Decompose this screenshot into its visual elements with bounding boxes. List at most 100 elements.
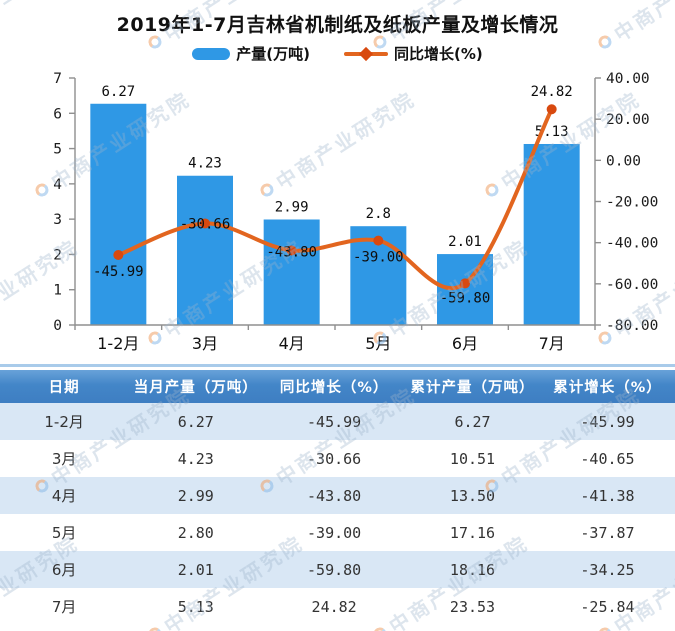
data-table-section: 日期 当月产量（万吨） 同比增长（%） 累计产量（万吨） 累计增长（%） 1-2月 6.2…: [0, 364, 675, 625]
left-axis-label: 6: [53, 106, 62, 122]
value-cell: -37.87: [580, 523, 635, 542]
date-cell: 1-2月: [44, 413, 84, 431]
value-cell: 18.16: [449, 560, 496, 579]
value-cell: 6.27: [454, 412, 491, 431]
right-axis-label: -60.00: [606, 277, 658, 293]
x-category-label: 5月: [365, 334, 391, 353]
value-cell: 17.16: [449, 523, 496, 542]
table-header-row: 日期 当月产量（万吨） 同比增长（%） 累计产量（万吨） 累计增长（%）: [0, 370, 675, 403]
column-header: 累计增长（%）: [540, 370, 675, 403]
bar-series-swatch: [192, 47, 231, 60]
table-top-divider: [0, 364, 675, 367]
line-value-label: -30.66: [180, 216, 231, 232]
table-row: 3月 4.23 -30.66 10.51 -40.65: [0, 440, 675, 477]
value-cell: 13.50: [449, 486, 496, 505]
watermark-logo-icon: [597, 626, 613, 631]
watermark-logo-icon: [147, 626, 163, 631]
left-axis-label: 0: [53, 318, 62, 334]
value-cell: 24.82: [311, 597, 357, 616]
right-axis-label: 40.00: [606, 71, 650, 87]
bar-value-label: 2.99: [275, 199, 309, 215]
line-marker: [460, 278, 470, 289]
value-cell: -39.00: [307, 523, 362, 542]
line-marker: [113, 249, 124, 260]
line-series-swatch: [343, 46, 388, 61]
x-category-label: 1-2月: [97, 334, 139, 353]
value-cell: -25.84: [580, 597, 635, 616]
right-axis-label: 20.00: [606, 112, 650, 128]
value-cell: -45.99: [580, 412, 635, 431]
left-axis-label: 2: [53, 247, 62, 263]
value-cell: 2.99: [177, 486, 214, 505]
date-cell: 4月: [51, 487, 77, 505]
table-row: 6月 2.01 -59.80 18.16 -34.25: [0, 551, 675, 588]
bar: [177, 175, 233, 325]
left-axis-label: 4: [53, 177, 62, 193]
value-cell: 23.53: [449, 597, 496, 616]
chart-title: 2019年1-7月吉林省机制纸及纸板产量及增长情况: [116, 14, 559, 36]
value-cell: -59.80: [307, 560, 362, 579]
axis-frame: [74, 78, 596, 326]
x-category-label: 7月: [539, 334, 565, 353]
bar: [523, 143, 580, 325]
watermark-logo-icon: [372, 626, 388, 631]
line-marker: [286, 245, 297, 256]
line-value-label: -45.99: [93, 264, 144, 280]
value-cell: 2.80: [177, 523, 214, 542]
table-row: 4月 2.99 -43.80 13.50 -41.38: [0, 477, 675, 514]
bar-value-label: 2.8: [366, 206, 391, 222]
bar-value-label: 2.01: [448, 234, 482, 250]
value-cell: -30.66: [307, 449, 362, 468]
line-value-label: -43.80: [266, 244, 317, 260]
value-cell: -41.38: [580, 486, 635, 505]
column-header: 日期: [0, 370, 129, 403]
x-category-label: 6月: [452, 334, 478, 353]
date-cell: 6月: [51, 561, 77, 579]
value-cell: -45.99: [307, 412, 362, 431]
left-axis-label: 1: [53, 283, 62, 299]
value-cell: 5.13: [177, 597, 214, 616]
table-row: 1-2月 6.27 -45.99 6.27 -45.99: [0, 403, 675, 440]
value-cell: 10.51: [449, 449, 496, 468]
legend-label-growth: 同比增长(%): [393, 45, 483, 63]
column-header: 当月产量（万吨）: [128, 370, 264, 403]
line-marker: [373, 235, 384, 246]
value-cell: 6.27: [177, 412, 214, 431]
chart-legend: 产量(万吨) 同比增长(%): [0, 43, 675, 64]
value-cell: 2.01: [177, 560, 214, 579]
column-header: 同比增长（%）: [263, 370, 405, 403]
right-axis-label: 0.00: [606, 153, 641, 169]
left-axis-label: 3: [53, 212, 62, 228]
value-cell: 4.23: [177, 449, 214, 468]
chart-section: 2019年1-7月吉林省机制纸及纸板产量及增长情况 产量(万吨) 同比增长(%)…: [0, 14, 675, 353]
date-cell: 7月: [51, 598, 77, 616]
line-value-label: -59.80: [440, 290, 491, 306]
column-header: 累计产量（万吨）: [405, 370, 540, 403]
x-category-label: 3月: [192, 334, 218, 353]
value-cell: -40.65: [580, 449, 635, 468]
value-cell: -34.25: [580, 560, 635, 579]
right-axis-label: -40.00: [606, 236, 658, 252]
date-cell: 3月: [51, 450, 77, 468]
bar-value-label: 6.27: [101, 84, 135, 100]
bar: [90, 103, 147, 325]
left-axis-label: 5: [53, 142, 62, 158]
diamond-marker-icon: [358, 46, 374, 61]
line-value-label: -39.00: [353, 250, 404, 266]
right-axis-label: -80.00: [606, 318, 658, 334]
date-cell: 5月: [51, 524, 77, 542]
line-value-label: 24.82: [531, 84, 573, 100]
line-marker: [546, 104, 557, 115]
table-row: 7月 5.13 24.82 23.53 -25.84: [0, 588, 675, 625]
data-table: 日期 当月产量（万吨） 同比增长（%） 累计产量（万吨） 累计增长（%） 1-2月 6.2…: [0, 370, 675, 625]
right-axis-label: -20.00: [606, 195, 658, 211]
bar-value-label: 4.23: [188, 156, 222, 172]
legend-item-growth: 同比增长(%): [343, 43, 483, 64]
table-row: 5月 2.80 -39.00 17.16 -37.87: [0, 514, 675, 551]
legend-label-production: 产量(万吨): [236, 45, 310, 63]
bar: [263, 219, 320, 325]
combo-chart: 0 1 2 3 4 5 6 7 40.00 20.00 0.00 -20.00 -40.00 -60.00…: [53, 71, 658, 353]
legend-item-production: 产量(万吨): [192, 43, 310, 64]
value-cell: -43.80: [307, 486, 362, 505]
